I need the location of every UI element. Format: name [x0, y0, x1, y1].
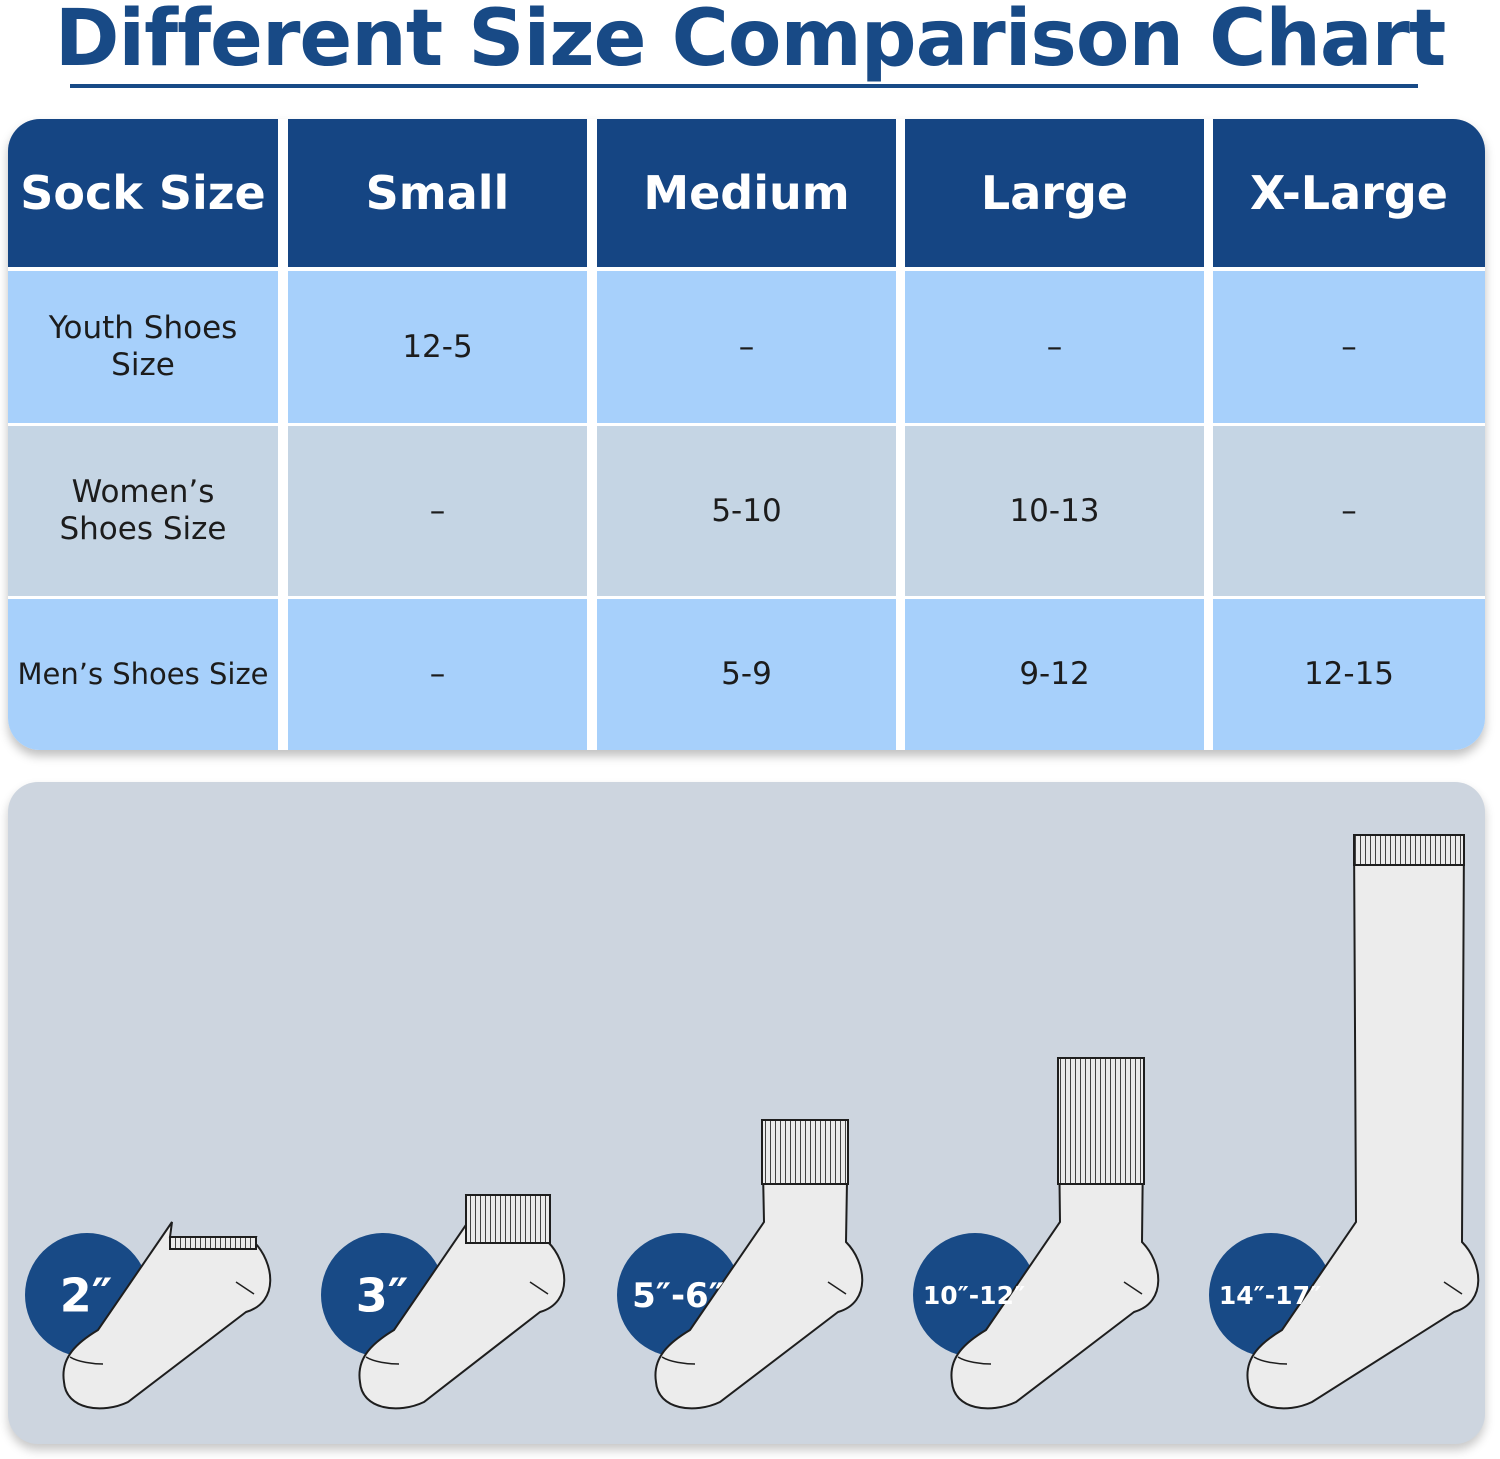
heel-line	[529, 1281, 549, 1295]
sock-cuff	[761, 1119, 849, 1185]
sock-5: 14″-17″	[1209, 834, 1480, 1410]
cell-men-small: –	[288, 599, 587, 750]
cell-men-medium: 5-9	[597, 599, 896, 750]
sock-body	[1246, 834, 1480, 1410]
sock-cuff	[465, 1194, 551, 1244]
toe-line	[661, 1356, 696, 1365]
heel-line	[235, 1281, 255, 1295]
size-badge-label: 5″-6″	[632, 1276, 724, 1316]
row-label-men: Men’s Shoes Size	[8, 599, 278, 750]
cell-women-x-large: –	[1213, 426, 1485, 596]
cell-youth-medium: –	[597, 271, 896, 423]
title-underline	[70, 84, 1418, 88]
sock-illustration-panel: 2″ 3″ 5″-6″ 10″-12″ 14″-17″	[8, 782, 1485, 1444]
toe-line	[365, 1356, 400, 1365]
row-label-youth: Youth Shoes Size	[8, 271, 278, 423]
header-cell-medium: Medium	[597, 119, 896, 267]
sock-body	[62, 1221, 272, 1410]
header-cell-large: Large	[905, 119, 1204, 267]
cell-women-large: 10-13	[905, 426, 1204, 596]
sock-2: 3″	[321, 1194, 566, 1410]
cell-youth-x-large: –	[1213, 271, 1485, 423]
sock-body	[358, 1194, 566, 1410]
sock-cuff	[169, 1236, 257, 1250]
size-badge-label: 10″-12″	[923, 1281, 1025, 1310]
sock-cuff	[1353, 834, 1465, 866]
size-table: Sock Size Small Medium Large X-Large You…	[8, 119, 1485, 750]
cell-women-small: –	[288, 426, 587, 596]
cell-youth-small: 12-5	[288, 271, 587, 423]
sock-4: 10″-12″	[913, 1057, 1160, 1410]
size-badge-label: 14″-17″	[1219, 1281, 1321, 1310]
sock-body	[654, 1119, 864, 1410]
header-cell-sock-size: Sock Size	[8, 119, 278, 267]
sock-3: 5″-6″	[617, 1119, 864, 1410]
row-label-women: Women’s Shoes Size	[8, 426, 278, 596]
size-badge-label: 2″	[60, 1269, 113, 1323]
cell-men-x-large: 12-15	[1213, 599, 1485, 750]
cell-men-large: 9-12	[905, 599, 1204, 750]
sock-illustrations: 2″ 3″ 5″-6″ 10″-12″ 14″-17″	[25, 834, 1480, 1410]
chart-title: Different Size Comparison Chart	[54, 0, 1447, 84]
header-cell-x-large: X-Large	[1213, 119, 1485, 267]
cell-youth-large: –	[905, 271, 1204, 423]
sock-cuff	[1057, 1057, 1145, 1185]
sock-1: 2″	[25, 1221, 272, 1410]
header-cell-small: Small	[288, 119, 587, 267]
heel-line	[1123, 1281, 1143, 1295]
chart-title-wrap: Different Size Comparison Chart	[0, 0, 1500, 84]
heel-line	[1443, 1281, 1463, 1295]
toe-line	[69, 1356, 104, 1365]
size-badge-label: 3″	[356, 1269, 409, 1323]
toe-line	[1253, 1356, 1288, 1365]
cell-women-medium: 5-10	[597, 426, 896, 596]
toe-line	[957, 1356, 992, 1365]
heel-line	[827, 1281, 847, 1295]
